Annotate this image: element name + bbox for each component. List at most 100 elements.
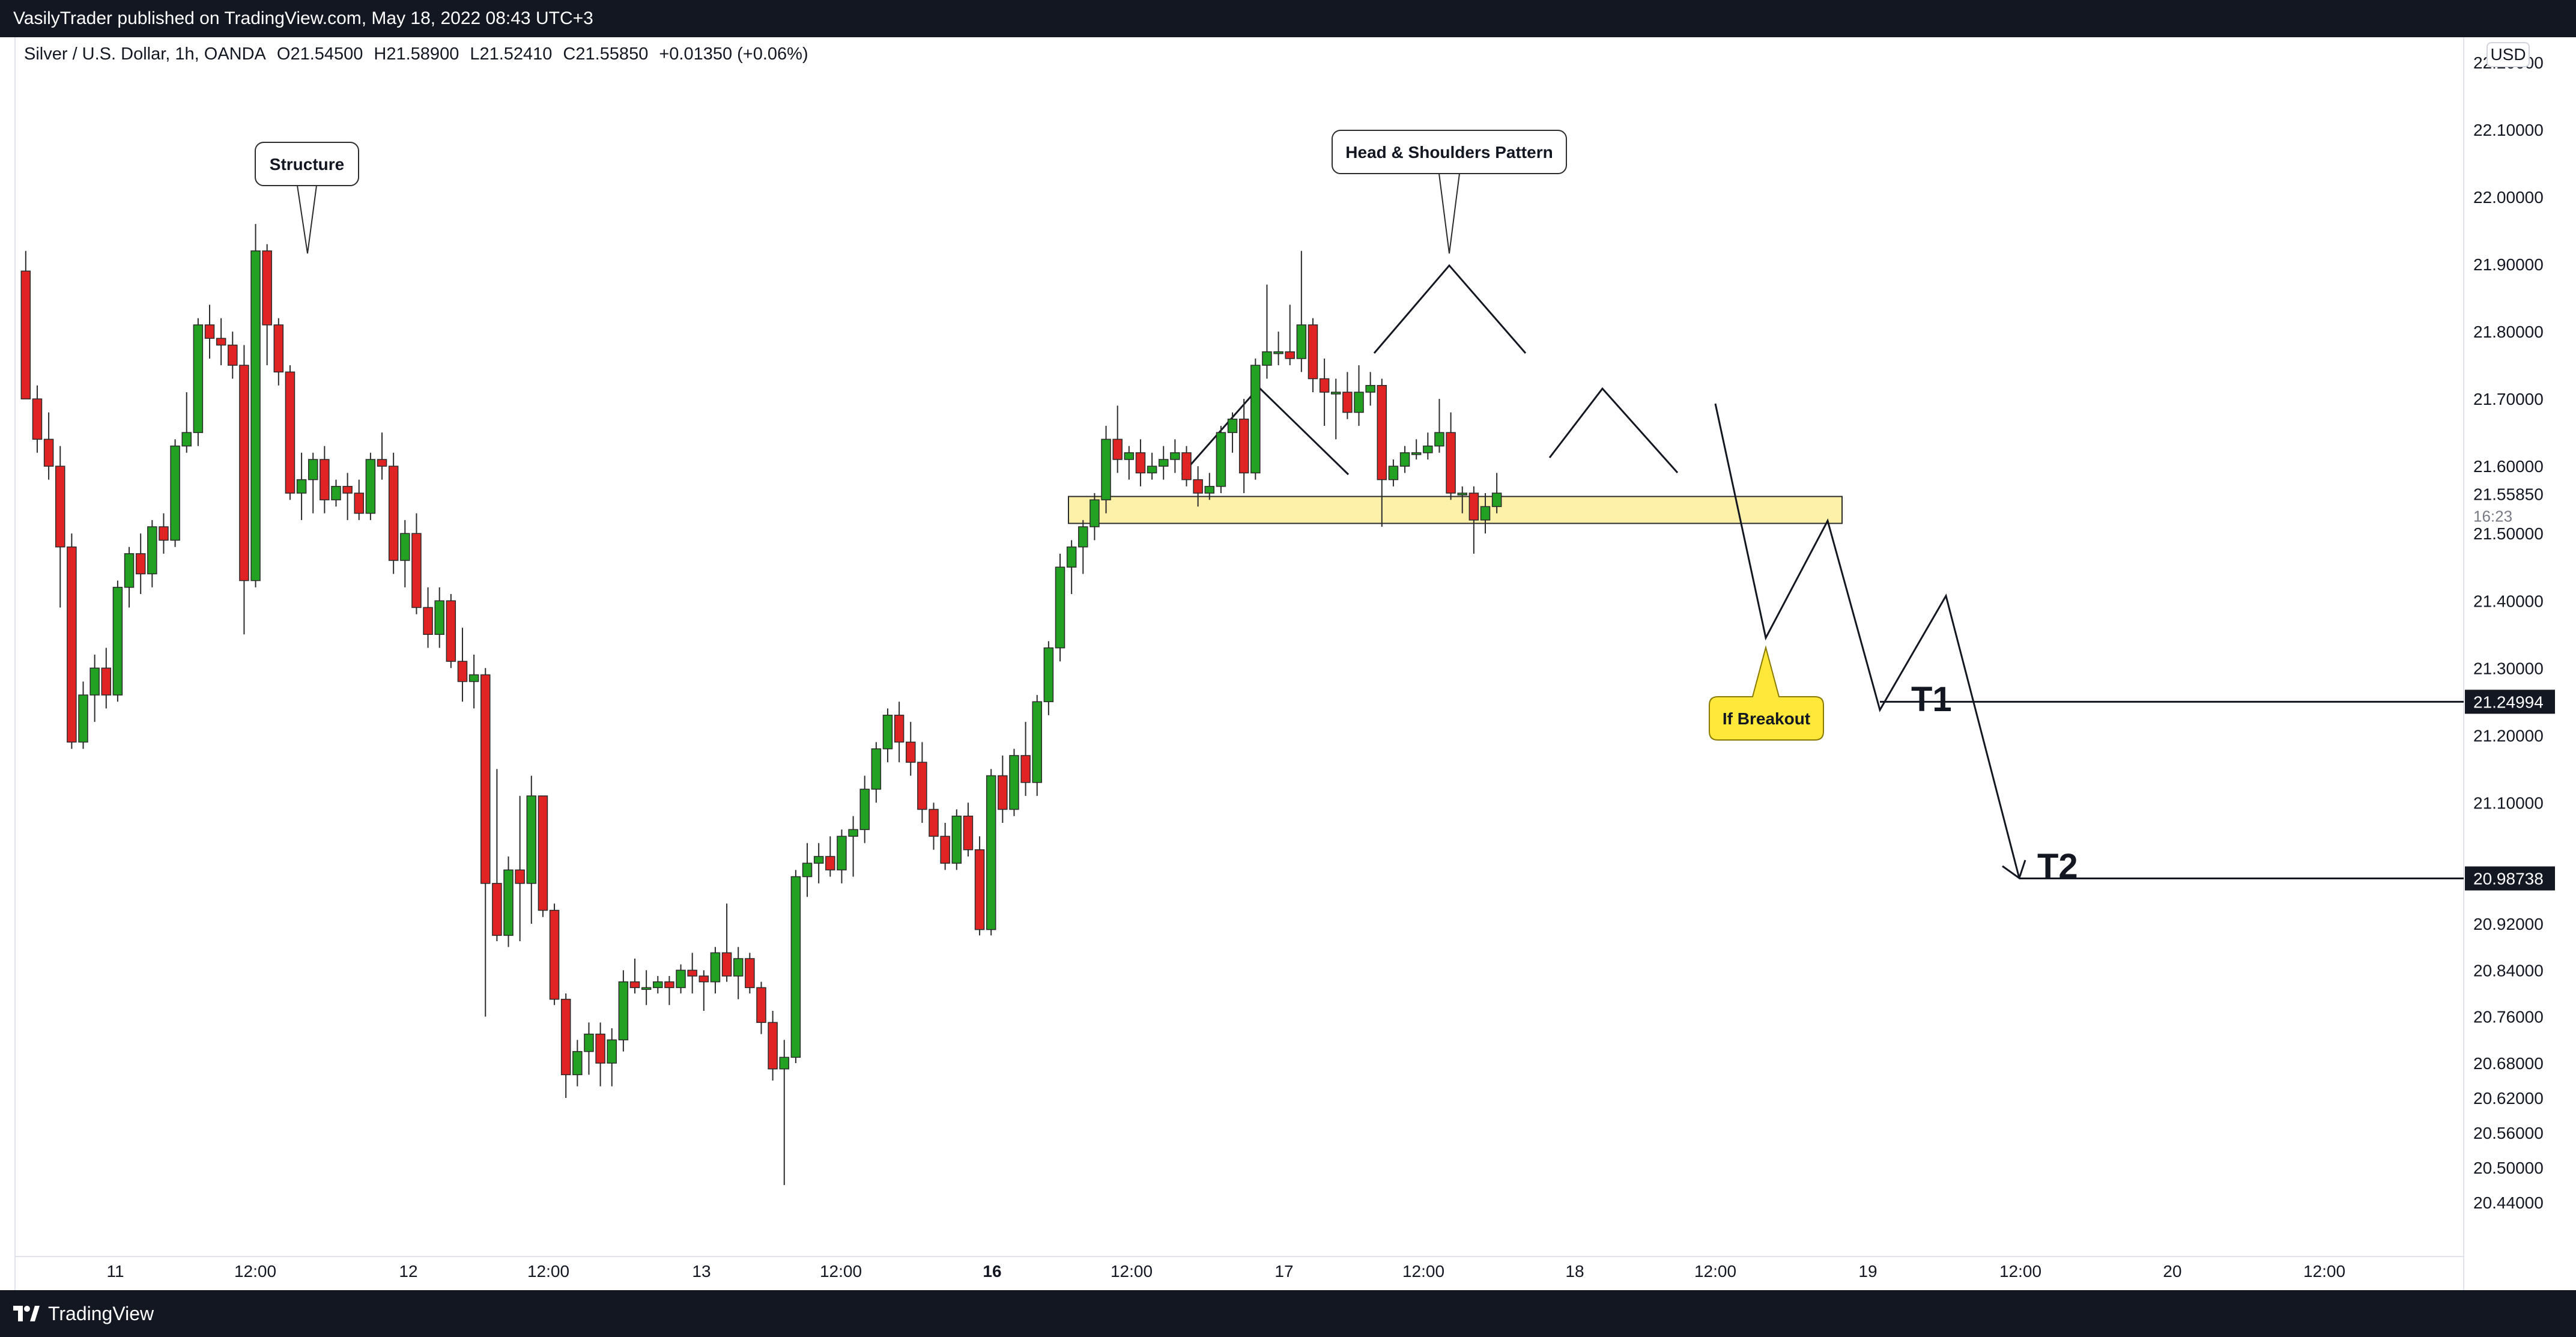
candle	[1365, 372, 1375, 406]
candlestick-chart[interactable]: Structure Head & Shoulders Pattern If Brea…	[0, 37, 2576, 1290]
candle-body	[135, 553, 146, 575]
candle	[745, 953, 755, 993]
candle-body	[951, 816, 962, 864]
candle-body	[549, 909, 560, 1000]
candle	[1055, 553, 1065, 662]
candle	[1227, 412, 1238, 453]
t2-price-tag	[2465, 866, 2555, 891]
chart-area[interactable]: Structure Head & Shoulders Pattern If Brea…	[0, 37, 2576, 1290]
candle	[756, 981, 766, 1034]
candle-body	[1480, 506, 1491, 521]
candle	[135, 533, 146, 595]
right-shoulder-line	[1548, 387, 1679, 473]
candle-body	[560, 998, 571, 1076]
y-tick-label: 21.10000	[2473, 793, 2544, 812]
structure-callout-pointer	[297, 185, 317, 254]
support-zone	[1068, 496, 1843, 524]
candle	[67, 533, 77, 749]
candle	[917, 742, 927, 823]
low-value: L21.52410	[470, 44, 553, 64]
candle	[538, 795, 548, 917]
candle-body	[193, 324, 204, 433]
candle	[159, 513, 169, 554]
candle-body	[1365, 385, 1375, 393]
candle-body	[480, 674, 491, 884]
t1-price-tag	[2465, 690, 2555, 714]
tradingview-brand[interactable]: TradingView	[13, 1303, 154, 1325]
candle	[1032, 695, 1042, 796]
candle-body	[1434, 432, 1444, 447]
candle	[480, 668, 491, 1017]
candle	[1377, 378, 1387, 527]
candle	[228, 332, 238, 379]
candle	[1078, 520, 1088, 574]
candle-body	[986, 775, 996, 930]
candle-body	[55, 465, 65, 548]
candle-body	[423, 607, 433, 635]
candle-body	[768, 1022, 778, 1070]
candle-body	[159, 526, 169, 541]
candle	[986, 769, 996, 936]
head-line	[1373, 264, 1527, 354]
candle	[181, 392, 192, 453]
candle	[526, 775, 537, 924]
candle-body	[1181, 452, 1192, 481]
candle	[733, 947, 744, 999]
open-value: O21.54500	[276, 44, 363, 64]
candle	[790, 870, 801, 1063]
candle-body	[411, 533, 422, 608]
bar-countdown-label: 16:23	[2473, 508, 2512, 526]
candle-body	[468, 674, 479, 682]
publish-info-bar: VasilyTrader published on TradingView.co…	[0, 0, 2576, 37]
candle-body	[1066, 546, 1077, 568]
candle	[572, 1040, 583, 1087]
candle	[55, 446, 65, 608]
y-tick-label: 20.76000	[2473, 1008, 2544, 1026]
structure-label: Structure	[270, 155, 344, 174]
candle-body	[296, 479, 307, 494]
candle-body	[871, 748, 882, 790]
candle-body	[538, 795, 548, 911]
candle	[560, 993, 571, 1098]
y-tick-label: 21.30000	[2473, 659, 2544, 678]
candle-body	[1273, 351, 1283, 354]
candle-body	[239, 365, 249, 581]
y-tick-label: 22.10000	[2473, 121, 2544, 139]
candle-body	[1078, 526, 1088, 548]
candle-body	[572, 1050, 583, 1076]
candle	[906, 721, 916, 776]
candle-body	[1112, 438, 1123, 460]
candle	[216, 318, 226, 366]
candle	[607, 1028, 617, 1087]
candle-body	[641, 987, 652, 990]
candle-body	[859, 789, 870, 830]
candle-body	[124, 553, 135, 588]
candle	[1446, 412, 1456, 500]
x-tick-label: 12:00	[527, 1262, 569, 1281]
candle-body	[894, 714, 905, 743]
candle	[492, 769, 502, 941]
candle	[1112, 405, 1123, 473]
candle	[285, 365, 295, 500]
candle-body	[285, 371, 295, 494]
candle-body	[365, 459, 376, 514]
candle-body	[67, 546, 77, 743]
y-tick-label: 20.92000	[2473, 915, 2544, 933]
candle	[262, 244, 272, 366]
candle-body	[790, 876, 801, 1058]
candle-body	[503, 869, 514, 936]
candle-body	[779, 1057, 790, 1070]
candle-body	[1193, 479, 1203, 494]
currency-selector[interactable]: USD	[2487, 42, 2530, 67]
candle	[1135, 439, 1146, 487]
y-tick-label: 21.60000	[2473, 457, 2544, 476]
candle-body	[1032, 701, 1042, 783]
symbol-name: Silver / U.S. Dollar, 1h, OANDA	[24, 44, 266, 64]
candle-body	[1457, 493, 1467, 496]
candle	[584, 1022, 594, 1075]
candle	[32, 385, 43, 453]
left-shoulder-line	[1181, 386, 1350, 476]
hs-label: Head & Shoulders Pattern	[1345, 143, 1553, 162]
y-tick-label: 22.00000	[2473, 188, 2544, 207]
candle-body	[1204, 486, 1215, 494]
